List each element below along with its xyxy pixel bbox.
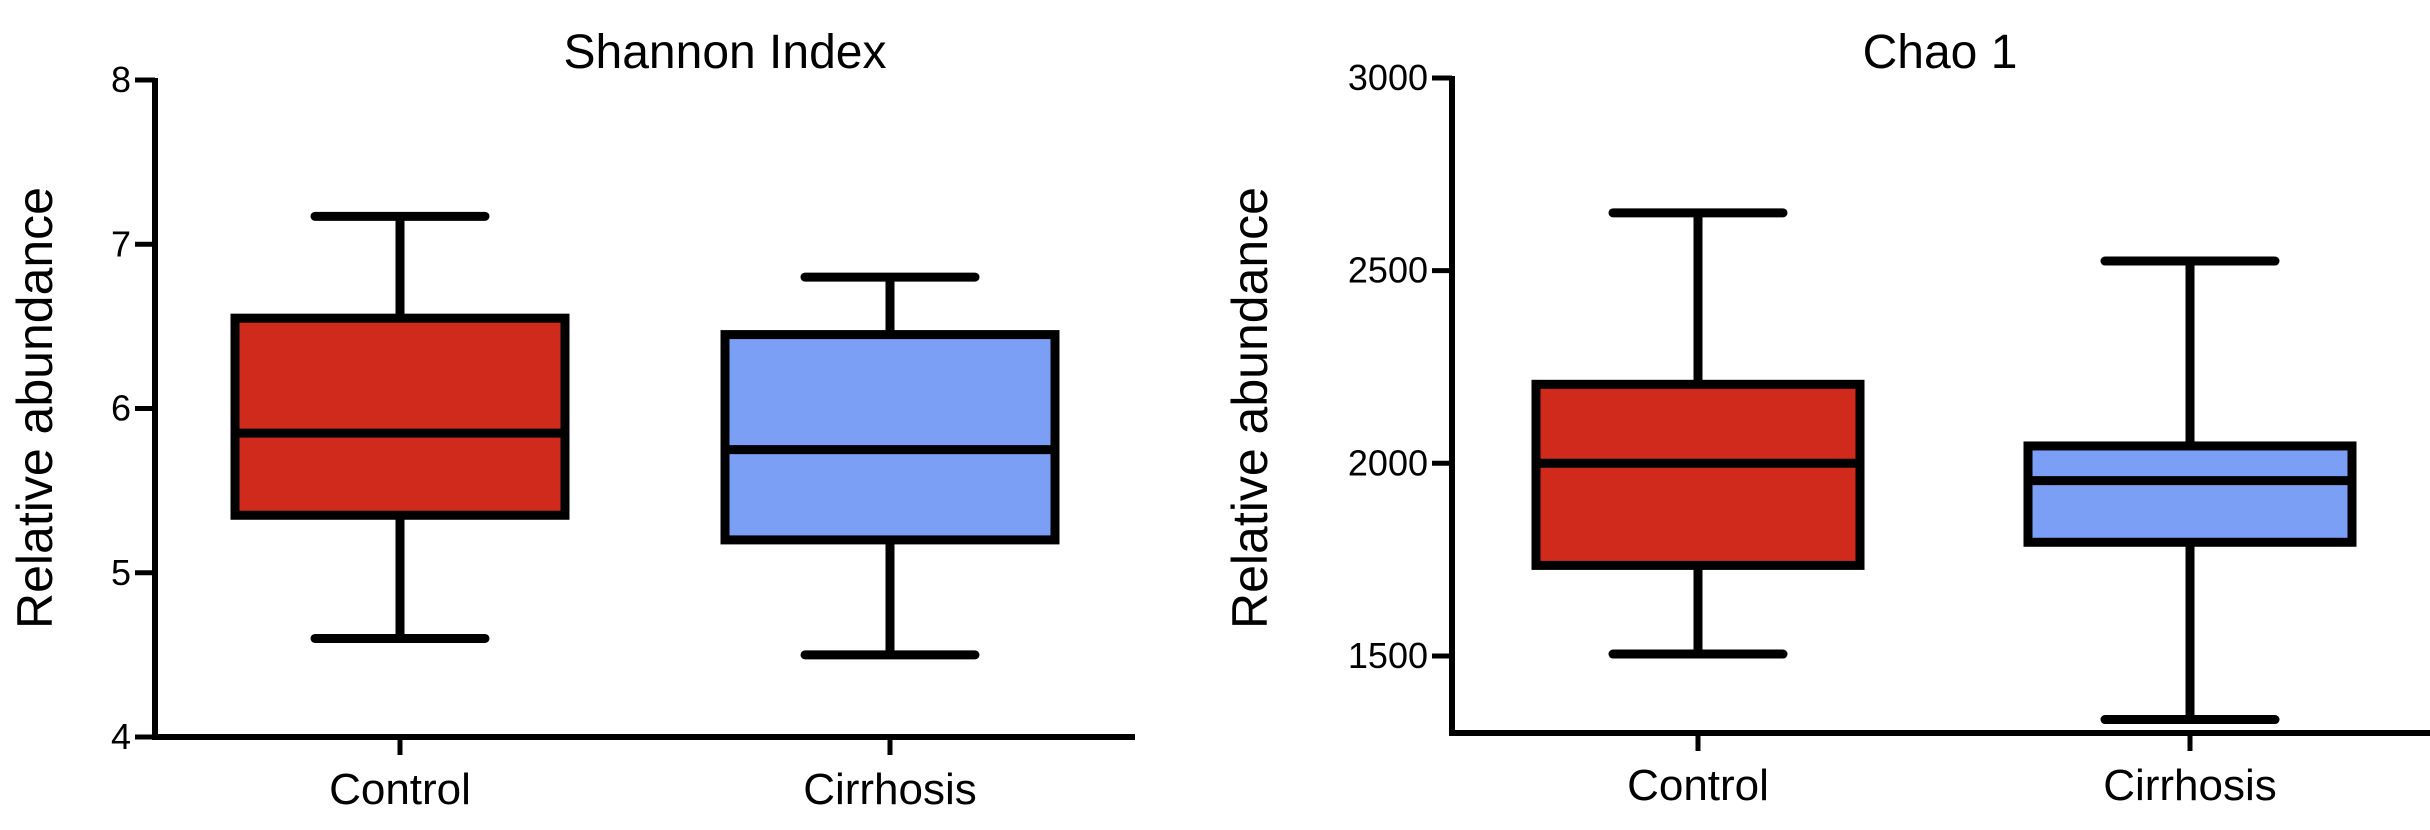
chart-panel-shannon: Shannon Index Relative abundance 4 5 6 7 8 C… — [7, 26, 1135, 814]
y-tick-label: 8 — [111, 59, 131, 100]
y-axis-label: Relative abundance — [1222, 187, 1278, 629]
iqr-box — [2023, 441, 2357, 547]
y-tick-label: 4 — [111, 716, 131, 757]
boxes — [230, 211, 1060, 755]
x-tick-labels: Control Cirrhosis — [329, 765, 977, 814]
x-tick-label: Cirrhosis — [803, 765, 977, 814]
iqr-box — [1531, 379, 1865, 570]
y-tick-label: 7 — [111, 223, 131, 264]
chart-title: Chao 1 — [1863, 26, 2018, 79]
boxes — [1531, 208, 2357, 751]
y-axis-label: Relative abundance — [7, 187, 63, 629]
x-tick-label: Cirrhosis — [2103, 761, 2277, 810]
y-tick-label: 5 — [111, 552, 131, 593]
x-tick-labels: Control Cirrhosis — [1627, 761, 2277, 810]
y-tick-label: 3000 — [1348, 57, 1428, 98]
y-ticks: 4 5 6 7 8 — [111, 59, 155, 757]
y-tick-label: 2500 — [1348, 250, 1428, 291]
chart-panel-chao1: Chao 1 Relative abundance 1500 2000 2500 30… — [1222, 26, 2430, 810]
x-tick-label: Control — [329, 765, 471, 814]
box-control — [230, 211, 570, 755]
box-cirrhosis — [2023, 256, 2357, 751]
x-tick-label: Control — [1627, 761, 1769, 810]
box-cirrhosis — [720, 272, 1060, 755]
axes — [1449, 76, 2430, 736]
box-control — [1531, 208, 1865, 751]
y-tick-label: 6 — [111, 388, 131, 429]
iqr-box — [720, 330, 1060, 545]
y-ticks: 1500 2000 2500 3000 — [1348, 57, 1452, 676]
y-tick-label: 1500 — [1348, 635, 1428, 676]
iqr-box — [230, 313, 570, 520]
y-tick-label: 2000 — [1348, 442, 1428, 483]
chart-title: Shannon Index — [564, 26, 887, 79]
